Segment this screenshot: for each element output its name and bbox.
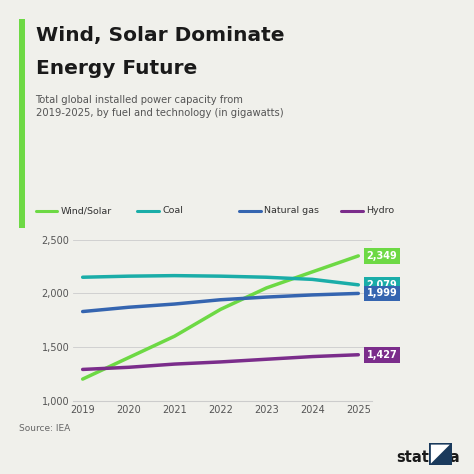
- Text: 1,427: 1,427: [367, 350, 397, 360]
- Text: Wind/Solar: Wind/Solar: [60, 207, 111, 215]
- Text: 1,999: 1,999: [367, 288, 397, 299]
- Text: Natural gas: Natural gas: [264, 207, 319, 215]
- Text: Energy Future: Energy Future: [36, 59, 197, 78]
- Text: 2,079: 2,079: [367, 280, 397, 290]
- Text: 2,349: 2,349: [367, 251, 397, 261]
- Text: Source: IEA: Source: IEA: [19, 424, 70, 433]
- Text: Total global installed power capacity from
2019-2025, by fuel and technology (in: Total global installed power capacity fr…: [36, 95, 283, 118]
- Text: statista: statista: [396, 449, 460, 465]
- Text: Hydro: Hydro: [366, 207, 394, 215]
- Text: Coal: Coal: [162, 207, 183, 215]
- Text: Wind, Solar Dominate: Wind, Solar Dominate: [36, 26, 284, 45]
